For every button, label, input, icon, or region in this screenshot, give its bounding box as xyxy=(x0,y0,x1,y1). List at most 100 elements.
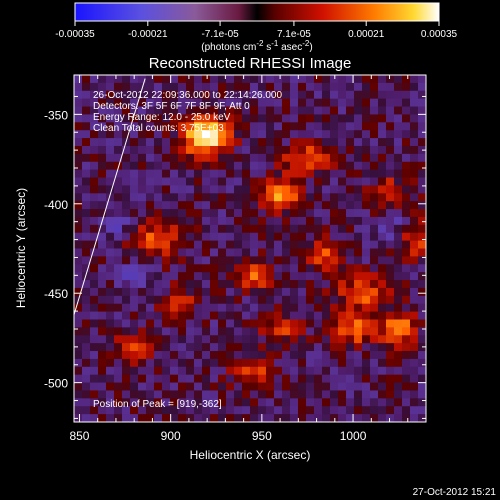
heatmap-cell xyxy=(290,406,299,415)
heatmap-cell xyxy=(98,106,107,116)
heatmap-cell xyxy=(258,169,267,179)
heatmap-cell xyxy=(314,287,323,297)
heatmap-cell xyxy=(194,390,203,399)
heatmap-cell xyxy=(162,209,171,218)
heatmap-cell xyxy=(266,224,275,234)
heatmap-cell xyxy=(378,240,387,250)
heatmap-cell xyxy=(98,209,107,218)
heatmap-cell xyxy=(378,358,387,368)
heatmap-cell xyxy=(386,295,395,305)
heatmap-cell xyxy=(90,75,99,84)
heatmap-cell xyxy=(98,248,107,257)
heatmap-cell xyxy=(106,145,115,155)
heatmap-cell xyxy=(386,82,395,92)
heatmap-cell xyxy=(114,264,123,273)
heatmap-cell xyxy=(138,201,147,210)
heatmap-cell xyxy=(226,256,235,265)
heatmap-cell xyxy=(194,201,203,210)
heatmap-cell xyxy=(114,295,123,305)
heatmap-cell xyxy=(226,201,235,210)
heatmap-cell xyxy=(154,185,163,194)
heatmap-cell xyxy=(338,390,347,399)
heatmap-cell xyxy=(386,374,395,384)
heatmap-cell xyxy=(322,366,331,376)
heatmap-cell xyxy=(290,193,299,202)
heatmap-cell xyxy=(178,130,187,139)
heatmap-cell xyxy=(98,358,107,368)
colorbar-ticks: -0.00035 -0.00021 -7.1e-05 7.1e-05 0.00021 0.… xyxy=(55,21,458,40)
heatmap-cell xyxy=(242,303,251,313)
heatmap-cell xyxy=(266,382,275,392)
heatmap-cell xyxy=(250,358,259,368)
heatmap-cell xyxy=(306,232,315,242)
heatmap-cell xyxy=(410,114,419,123)
heatmap-cell xyxy=(394,224,403,234)
heatmap-cell xyxy=(282,256,291,265)
heatmap-cell xyxy=(74,90,83,100)
heatmap-cell xyxy=(266,287,275,297)
heatmap-cell xyxy=(418,319,426,328)
heatmap-cell xyxy=(378,351,387,360)
heatmap-cell xyxy=(234,90,243,100)
heatmap-cell xyxy=(154,319,163,328)
heatmap-cell xyxy=(114,327,123,336)
heatmap-cell xyxy=(394,351,403,360)
heatmap-cell xyxy=(202,232,211,242)
heatmap-cell xyxy=(170,351,179,360)
heatmap-cell xyxy=(306,303,315,313)
heatmap-cell xyxy=(242,264,251,273)
heatmap-cell xyxy=(194,287,203,297)
heatmap-cell xyxy=(138,114,147,123)
heatmap-cell xyxy=(154,106,163,116)
heatmap-cell xyxy=(354,98,363,108)
heatmap-cell xyxy=(234,311,243,321)
heatmap-cell xyxy=(338,106,347,116)
heatmap-cell xyxy=(274,106,283,116)
heatmap-cell xyxy=(242,382,251,392)
heatmap-cell xyxy=(146,351,155,360)
heatmap-cell xyxy=(250,90,259,100)
heatmap-cell xyxy=(146,327,155,336)
heatmap-cell xyxy=(154,114,163,123)
heatmap-cell xyxy=(410,398,419,407)
heatmap-cell xyxy=(410,295,419,305)
heatmap-cell xyxy=(346,327,355,336)
heatmap-cell xyxy=(162,272,171,281)
heatmap-cell xyxy=(90,358,99,368)
heatmap-cell xyxy=(250,264,259,273)
heatmap-cell xyxy=(346,216,355,226)
heatmap-cell xyxy=(210,122,219,131)
heatmap-cell xyxy=(298,209,307,218)
heatmap-cell xyxy=(98,351,107,360)
heatmap-cell xyxy=(234,406,243,415)
heatmap-cell xyxy=(306,351,315,360)
heatmap-cell xyxy=(394,209,403,218)
heatmap-cell xyxy=(346,82,355,92)
heatmap-cell xyxy=(162,390,171,399)
heatmap-cell xyxy=(394,98,403,108)
heatmap-cell xyxy=(178,295,187,305)
heatmap-cell xyxy=(82,201,91,210)
heatmap-cell xyxy=(90,177,99,187)
heatmap-cell xyxy=(162,122,171,131)
heatmap-cell xyxy=(266,82,275,92)
heatmap-cell xyxy=(130,201,139,210)
heatmap-cell xyxy=(402,82,411,92)
heatmap-cell xyxy=(226,224,235,234)
heatmap-cell xyxy=(402,264,411,273)
heatmap-cell xyxy=(106,177,115,187)
heatmap-cell xyxy=(74,398,83,407)
heatmap-cell xyxy=(402,232,411,242)
heatmap-cell xyxy=(274,319,283,328)
heatmap-cell xyxy=(330,240,339,250)
heatmap-cell xyxy=(146,106,155,116)
heatmap-cell xyxy=(258,209,267,218)
heatmap-cell xyxy=(402,343,411,352)
heatmap-cell xyxy=(122,209,131,218)
heatmap-cell xyxy=(234,335,243,344)
heatmap-cell xyxy=(74,358,83,368)
heatmap-cell xyxy=(386,351,395,360)
heatmap-cell xyxy=(418,209,426,218)
heatmap-cell xyxy=(234,138,243,147)
